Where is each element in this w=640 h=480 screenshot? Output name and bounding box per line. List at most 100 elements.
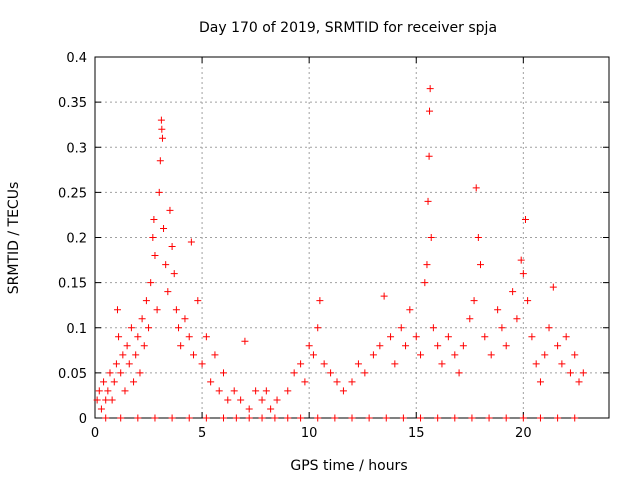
data-point <box>166 206 174 214</box>
data-point <box>220 414 227 422</box>
data-point <box>451 351 459 359</box>
data-point <box>314 324 322 332</box>
data-point <box>185 414 193 422</box>
data-point <box>502 342 510 350</box>
data-point <box>391 360 399 368</box>
data-point <box>170 270 178 278</box>
data-point <box>444 333 452 341</box>
data-point <box>339 387 347 395</box>
x-tick-label: 0 <box>91 426 99 441</box>
data-point <box>406 306 414 314</box>
data-point <box>316 297 324 305</box>
data-point <box>125 360 133 368</box>
data-point <box>549 283 557 291</box>
data-point <box>575 378 583 386</box>
data-point <box>97 405 105 413</box>
y-tick-label: 0.4 <box>66 51 87 66</box>
data-point <box>427 234 435 241</box>
data-point <box>571 414 579 422</box>
data-point <box>198 360 206 368</box>
data-point <box>168 414 176 422</box>
data-point <box>194 297 202 305</box>
data-points <box>93 85 587 422</box>
data-point <box>224 396 232 404</box>
x-tick-label: 10 <box>301 426 318 441</box>
data-point <box>397 324 405 332</box>
data-point <box>149 234 157 241</box>
data-point <box>519 270 527 278</box>
data-point <box>301 378 309 386</box>
data-point <box>554 414 562 422</box>
data-point <box>150 215 158 223</box>
data-point <box>309 351 317 359</box>
data-point <box>181 315 189 323</box>
data-point <box>132 351 140 359</box>
data-point <box>521 215 529 223</box>
data-point <box>138 315 146 323</box>
data-point <box>117 414 125 422</box>
data-point <box>117 369 125 377</box>
y-tick-label: 0.25 <box>58 186 87 201</box>
data-point <box>258 396 266 404</box>
data-point <box>320 360 328 368</box>
y-tick-label: 0.1 <box>66 322 87 337</box>
y-tick-label: 0.15 <box>58 277 87 292</box>
data-point <box>190 351 198 359</box>
data-point <box>207 378 215 386</box>
data-point <box>119 351 127 359</box>
data-point <box>331 414 339 422</box>
data-point <box>104 387 112 395</box>
data-point <box>536 378 544 386</box>
data-point <box>155 188 163 196</box>
data-point <box>399 414 407 422</box>
x-tick-label: 20 <box>515 426 532 441</box>
data-point <box>115 333 123 341</box>
data-point <box>477 261 484 269</box>
data-point <box>314 414 322 422</box>
data-point <box>245 405 253 413</box>
data-point <box>426 85 434 93</box>
x-tick-label: 5 <box>198 426 206 441</box>
data-point <box>354 360 362 368</box>
data-point <box>297 414 305 422</box>
data-point <box>485 414 493 422</box>
data-point <box>536 414 544 422</box>
data-point <box>387 333 395 341</box>
data-point <box>468 414 476 422</box>
y-axis-label: SRMTID / TECUs <box>6 182 22 295</box>
data-point <box>423 261 431 269</box>
data-point <box>151 414 159 422</box>
data-point <box>102 396 110 404</box>
data-point <box>451 414 459 422</box>
data-point <box>502 414 510 422</box>
data-point <box>110 378 118 386</box>
data-point <box>528 333 536 341</box>
data-point <box>108 396 116 404</box>
data-point <box>185 333 193 341</box>
data-point <box>519 414 527 422</box>
data-point <box>134 414 142 422</box>
data-point <box>434 342 442 350</box>
data-point <box>127 324 135 332</box>
data-point <box>579 369 587 377</box>
data-point <box>121 387 129 395</box>
data-point <box>158 134 166 142</box>
data-point <box>215 387 223 395</box>
data-point <box>297 360 305 368</box>
y-tick-label: 0.3 <box>66 141 87 156</box>
data-point <box>348 414 356 422</box>
data-point <box>232 414 240 422</box>
data-point <box>220 369 227 377</box>
data-point <box>202 333 210 341</box>
data-point <box>412 333 420 341</box>
data-point <box>100 378 108 386</box>
data-point <box>252 387 260 395</box>
y-tick-label: 0 <box>79 412 87 427</box>
data-point <box>284 387 292 395</box>
data-point <box>429 324 437 332</box>
data-point <box>517 256 525 264</box>
data-point <box>134 333 142 341</box>
data-point <box>459 342 467 350</box>
grid <box>95 57 609 418</box>
data-point <box>421 279 429 287</box>
